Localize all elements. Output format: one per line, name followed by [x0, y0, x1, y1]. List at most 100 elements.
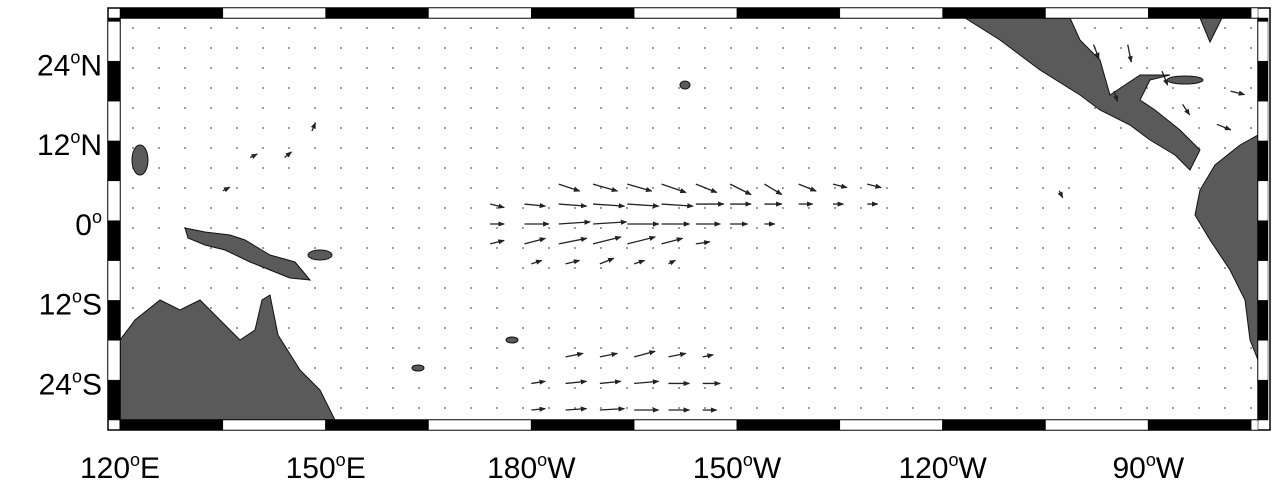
wind-vector [1230, 90, 1246, 96]
tick-degree: 24 [37, 50, 70, 83]
wind-vector [524, 202, 547, 209]
frame-segment [107, 300, 121, 341]
wind-vector [599, 406, 626, 412]
frame-segment [633, 419, 738, 431]
florida [1199, 18, 1223, 44]
frame-segment [107, 17, 121, 22]
wind-vector [1161, 70, 1169, 86]
wind-vector [832, 183, 848, 189]
frame-segment [1257, 21, 1269, 62]
tick-degree-sign: o [537, 450, 547, 470]
frame-segment [1045, 419, 1149, 431]
wind-vector [695, 240, 711, 246]
frame-segment [1257, 60, 1269, 102]
island [411, 364, 425, 372]
frame-segment [222, 7, 326, 19]
wind-vector [531, 406, 546, 412]
frame-segment [1257, 140, 1269, 182]
tick-hemisphere: E [140, 452, 160, 485]
tick-degree: 90 [1112, 452, 1145, 485]
tick-labels: 120oE 150oE 180oW 150oW 120oW 90oW24oN12oN0o1… [37, 48, 1185, 485]
wind-vector [284, 151, 293, 159]
frame-segment [1148, 7, 1252, 19]
tick-degree: 24 [39, 368, 72, 401]
wind-vector [1182, 104, 1191, 116]
wind-vector [249, 153, 258, 159]
frame-segment [428, 7, 532, 19]
central-america [964, 18, 1201, 171]
wind-vector [729, 183, 752, 196]
tick-degree: 150 [286, 452, 336, 485]
frame-segment [1257, 379, 1269, 421]
frame-segment [107, 220, 121, 261]
tick-hemisphere: W [547, 452, 576, 485]
tick-hemisphere: W [1156, 452, 1185, 485]
frame-segment [119, 7, 224, 19]
frame-segment [1250, 419, 1259, 431]
wind-vector [599, 351, 619, 358]
frame-segment [736, 419, 841, 431]
wind-vector [627, 203, 660, 209]
wind-vector [661, 237, 684, 245]
tick-label: 120oW [898, 450, 987, 485]
frame-segment [1257, 220, 1269, 261]
frame-segment [1257, 300, 1269, 341]
wind-vector [668, 259, 677, 266]
new-guinea [184, 227, 312, 281]
island [307, 249, 333, 261]
island [679, 80, 691, 90]
tick-hemisphere: W [753, 452, 782, 485]
wind-vector [565, 379, 588, 385]
wind-vector [867, 183, 882, 189]
south-america [1194, 134, 1258, 361]
tick-label: 180oW [487, 450, 576, 485]
wind-vector [565, 351, 584, 358]
wind-vector [565, 259, 581, 265]
frame-segment [942, 7, 1046, 19]
tick-hemisphere: E [346, 452, 366, 485]
wind-vector [592, 183, 619, 193]
frame-segment [1257, 260, 1269, 301]
tick-label: 0o [75, 207, 102, 242]
wind-vector [558, 236, 588, 245]
frame-segment [1045, 7, 1149, 19]
frame-segment [107, 140, 121, 182]
wind-vector [633, 259, 646, 265]
frame-segment [325, 419, 429, 431]
wind-vector [695, 183, 718, 194]
wind-vector [1057, 190, 1064, 199]
tick-degree: 120 [898, 452, 948, 485]
land [120, 18, 1258, 420]
tick-label: 24oS [39, 366, 102, 401]
tick-hemisphere: S [82, 289, 102, 322]
wind-vector [668, 351, 687, 358]
frame-segment [839, 7, 943, 19]
wind-vector [599, 379, 622, 385]
wind-vector [490, 239, 505, 245]
wind-vector [1127, 44, 1133, 63]
wind-vector [222, 186, 231, 193]
australia [120, 294, 336, 420]
frame-segment [107, 100, 121, 142]
wind-vector [524, 237, 547, 245]
frame-segment [107, 21, 121, 62]
tick-label: 150oW [693, 450, 782, 485]
frame-segment [107, 180, 121, 221]
tick-degree-sign: o [92, 207, 102, 227]
frame-segment [531, 419, 635, 431]
wind-vector [558, 183, 581, 192]
tick-label: 12oS [39, 287, 102, 322]
frame-segment [107, 340, 121, 381]
tick-degree: 180 [487, 452, 537, 485]
frame-segment [736, 7, 841, 19]
wind-vector [1092, 44, 1100, 60]
tick-hemisphere: W [959, 452, 988, 485]
frame [107, 7, 1271, 431]
tick-degree: 0 [75, 209, 92, 242]
island [505, 336, 519, 344]
wind-vector [798, 183, 817, 192]
frame-segment [942, 419, 1046, 431]
frame-segment [107, 379, 121, 421]
tick-degree-sign: o [70, 48, 80, 68]
